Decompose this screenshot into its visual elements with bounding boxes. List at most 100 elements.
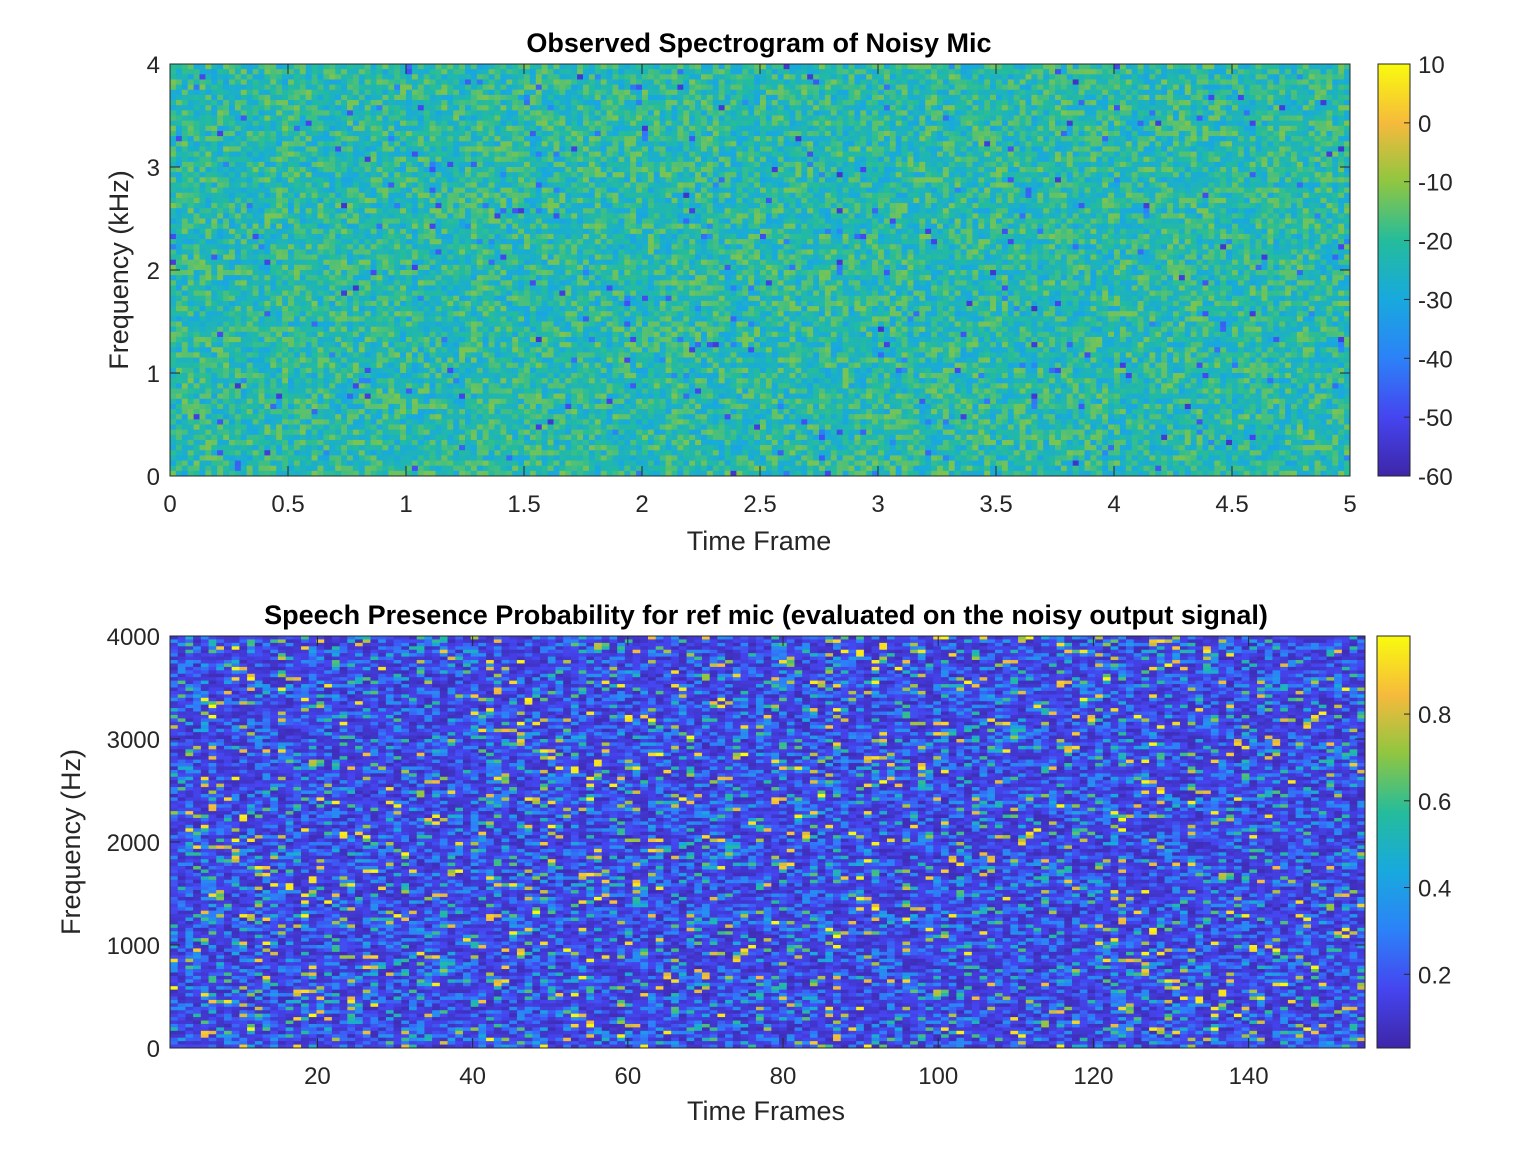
heatmap-cell	[1008, 172, 1014, 178]
heatmap-cell	[170, 152, 176, 158]
heatmap-cell	[731, 177, 737, 183]
heatmap-cell	[601, 162, 607, 168]
heatmap-cell	[247, 95, 253, 101]
heatmap-cell	[1167, 85, 1173, 91]
heatmap-cell	[742, 69, 748, 75]
heatmap-cell	[530, 79, 536, 85]
heatmap-cell	[1309, 152, 1315, 158]
heatmap-cell	[790, 79, 796, 85]
heatmap-cell	[223, 157, 229, 163]
heatmap-cell	[601, 167, 607, 173]
heatmap-cell	[1155, 64, 1161, 70]
heatmap-cell	[660, 121, 666, 127]
heatmap-cell	[483, 74, 489, 80]
heatmap-cell	[341, 95, 347, 101]
heatmap-cell	[784, 105, 790, 111]
heatmap-cell	[483, 146, 489, 152]
heatmap-cell	[1273, 162, 1279, 168]
heatmap-cell	[412, 162, 418, 168]
heatmap-cell	[294, 182, 300, 188]
heatmap-cell	[825, 69, 831, 75]
heatmap-cell	[335, 100, 341, 106]
heatmap-cell	[760, 85, 766, 91]
heatmap-cell	[353, 95, 359, 101]
heatmap-cell	[1226, 146, 1232, 152]
heatmap-cell	[1138, 126, 1144, 132]
heatmap-cell	[1008, 141, 1014, 147]
heatmap-cell	[713, 74, 719, 80]
heatmap-cell	[778, 152, 784, 158]
heatmap-cell	[259, 74, 265, 80]
heatmap-cell	[182, 146, 188, 152]
heatmap-cell	[276, 136, 282, 142]
heatmap-cell	[253, 152, 259, 158]
heatmap-cell	[819, 136, 825, 142]
heatmap-cell	[1238, 157, 1244, 163]
heatmap-cell	[1049, 131, 1055, 137]
heatmap-cell	[831, 79, 837, 85]
heatmap-cell	[1185, 110, 1191, 116]
heatmap-cell	[672, 64, 678, 70]
heatmap-cell	[200, 79, 206, 85]
heatmap-cell	[919, 116, 925, 122]
heatmap-cell	[306, 69, 312, 75]
heatmap-cell	[394, 172, 400, 178]
heatmap-cell	[978, 182, 984, 188]
heatmap-cell	[1055, 121, 1061, 127]
heatmap-cell	[878, 141, 884, 147]
heatmap-cell	[1114, 121, 1120, 127]
heatmap-cell	[642, 105, 648, 111]
heatmap-cell	[211, 182, 217, 188]
heatmap-cell	[1273, 90, 1279, 96]
heatmap-cell	[1026, 172, 1032, 178]
heatmap-cell	[554, 95, 560, 101]
heatmap-cell	[459, 136, 465, 142]
heatmap-cell	[778, 79, 784, 85]
heatmap-cell	[978, 146, 984, 152]
heatmap-cell	[1197, 136, 1203, 142]
heatmap-cell	[624, 141, 630, 147]
heatmap-cell	[1073, 110, 1079, 116]
heatmap-cell	[294, 172, 300, 178]
heatmap-cell	[365, 100, 371, 106]
heatmap-cell	[489, 141, 495, 147]
heatmap-cell	[318, 69, 324, 75]
heatmap-cell	[430, 172, 436, 178]
heatmap-cell	[1332, 172, 1338, 178]
heatmap-cell	[919, 126, 925, 132]
heatmap-cell	[388, 146, 394, 152]
heatmap-cell	[949, 90, 955, 96]
heatmap-cell	[642, 79, 648, 85]
heatmap-cell	[371, 79, 377, 85]
heatmap-cell	[1179, 121, 1185, 127]
heatmap-cell	[182, 64, 188, 70]
heatmap-cell	[465, 172, 471, 178]
heatmap-cell	[1002, 90, 1008, 96]
heatmap-cell	[341, 85, 347, 91]
heatmap-cell	[902, 177, 908, 183]
heatmap-cell	[253, 64, 259, 70]
heatmap-cell	[1332, 152, 1338, 158]
heatmap-cell	[312, 95, 318, 101]
heatmap-cell	[725, 157, 731, 163]
heatmap-cell	[919, 146, 925, 152]
heatmap-cell	[725, 167, 731, 173]
heatmap-cell	[341, 162, 347, 168]
heatmap-cell	[1326, 95, 1332, 101]
heatmap-cell	[288, 116, 294, 122]
heatmap-cell	[695, 172, 701, 178]
heatmap-cell	[1114, 146, 1120, 152]
heatmap-cell	[961, 64, 967, 70]
heatmap-cell	[878, 162, 884, 168]
heatmap-cell	[530, 121, 536, 127]
heatmap-cell	[1291, 121, 1297, 127]
heatmap-cell	[524, 116, 530, 122]
heatmap-cell	[1279, 105, 1285, 111]
heatmap-cell	[259, 136, 265, 142]
heatmap-cell	[636, 177, 642, 183]
heatmap-cell	[565, 79, 571, 85]
heatmap-cell	[996, 146, 1002, 152]
heatmap-cell	[430, 74, 436, 80]
heatmap-cell	[1332, 105, 1338, 111]
heatmap-cell	[1285, 141, 1291, 147]
